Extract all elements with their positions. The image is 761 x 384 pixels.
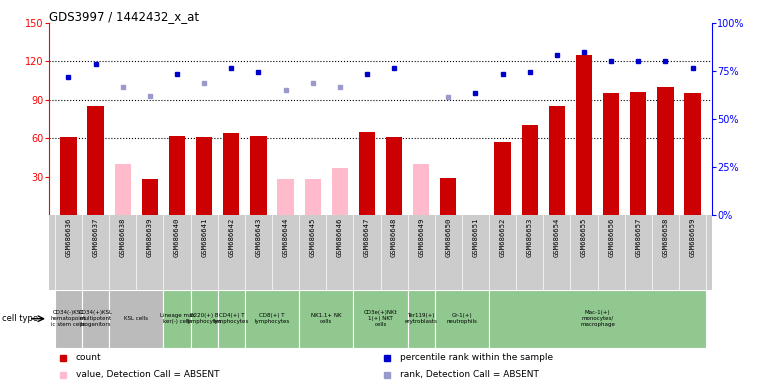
Bar (576, 55, 592, 215)
Text: CD4(+) T
lymphocytes: CD4(+) T lymphocytes (214, 313, 249, 324)
Bar (408, 290, 435, 348)
Bar (299, 290, 353, 348)
Bar (489, 290, 706, 348)
Bar (353, 290, 408, 348)
Text: GSM686647: GSM686647 (364, 217, 370, 257)
Text: GSM686649: GSM686649 (419, 217, 424, 257)
Text: GSM686658: GSM686658 (662, 217, 668, 257)
Text: Mac-1(+)
monocytes/
macrophage: Mac-1(+) monocytes/ macrophage (580, 310, 615, 328)
Bar (278, 179, 294, 215)
Bar (435, 290, 489, 348)
Bar (358, 132, 375, 215)
Bar (549, 106, 565, 215)
Text: GSM686656: GSM686656 (608, 217, 614, 257)
Text: GSM686659: GSM686659 (689, 217, 696, 257)
Bar (142, 179, 158, 215)
Bar (169, 136, 185, 215)
Bar (304, 179, 321, 215)
Text: count: count (76, 353, 101, 362)
Text: GSM686648: GSM686648 (391, 217, 397, 257)
Text: CD34(+)KSL
multipotent
progenitors: CD34(+)KSL multipotent progenitors (78, 310, 113, 328)
Text: Ter119(+)
erytroblasts: Ter119(+) erytroblasts (405, 313, 438, 324)
Text: Lineage mar
ker(-) cells: Lineage mar ker(-) cells (160, 313, 194, 324)
Text: GSM686655: GSM686655 (581, 217, 587, 257)
Bar (413, 164, 429, 215)
Text: GSM686651: GSM686651 (473, 217, 479, 257)
Bar (223, 133, 240, 215)
Text: GSM686650: GSM686650 (445, 217, 451, 257)
Text: GSM686637: GSM686637 (93, 217, 99, 257)
Bar (82, 290, 109, 348)
Bar (109, 290, 164, 348)
Bar (603, 93, 619, 215)
Text: GSM686642: GSM686642 (228, 217, 234, 257)
Bar (332, 168, 348, 215)
Text: GSM686654: GSM686654 (554, 217, 560, 257)
Text: GSM686636: GSM686636 (65, 217, 72, 257)
Bar (630, 92, 646, 215)
Text: B220(+) B
lymphocytes: B220(+) B lymphocytes (186, 313, 221, 324)
Text: rank, Detection Call = ABSENT: rank, Detection Call = ABSENT (400, 371, 540, 379)
Text: GDS3997 / 1442432_x_at: GDS3997 / 1442432_x_at (49, 10, 199, 23)
Bar (245, 290, 299, 348)
Bar (190, 290, 218, 348)
Text: GSM686638: GSM686638 (119, 217, 126, 257)
Text: GSM686643: GSM686643 (256, 217, 261, 257)
Bar (164, 290, 190, 348)
Bar (440, 178, 457, 215)
Text: GSM686646: GSM686646 (337, 217, 342, 257)
Text: cell type: cell type (2, 314, 37, 323)
Text: GSM686645: GSM686645 (310, 217, 316, 257)
Text: GSM686653: GSM686653 (527, 217, 533, 257)
Bar (60, 137, 77, 215)
Text: CD8(+) T
lymphocytes: CD8(+) T lymphocytes (254, 313, 290, 324)
Text: NK1.1+ NK
cells: NK1.1+ NK cells (311, 313, 342, 324)
Text: Gr-1(+)
neutrophils: Gr-1(+) neutrophils (447, 313, 477, 324)
Text: CD3e(+)NKt
1(+) NKT
cells: CD3e(+)NKt 1(+) NKT cells (364, 310, 397, 328)
Text: GSM686657: GSM686657 (635, 217, 642, 257)
Bar (55, 290, 82, 348)
Text: GSM686641: GSM686641 (201, 217, 207, 257)
Bar (521, 126, 538, 215)
Bar (250, 136, 266, 215)
Text: GSM686644: GSM686644 (282, 217, 288, 257)
Bar (658, 87, 673, 215)
Text: CD34(-)KSL
hematopoiet
ic stem cells: CD34(-)KSL hematopoiet ic stem cells (51, 310, 86, 328)
Text: GSM686639: GSM686639 (147, 217, 153, 257)
Bar (218, 290, 245, 348)
Text: GSM686640: GSM686640 (174, 217, 180, 257)
Bar (386, 137, 403, 215)
Text: value, Detection Call = ABSENT: value, Detection Call = ABSENT (76, 371, 219, 379)
Bar (196, 137, 212, 215)
Bar (88, 106, 103, 215)
Text: KSL cells: KSL cells (124, 316, 148, 321)
Bar (495, 142, 511, 215)
Bar (115, 164, 131, 215)
Bar (684, 93, 701, 215)
Text: percentile rank within the sample: percentile rank within the sample (400, 353, 553, 362)
Text: GSM686652: GSM686652 (500, 217, 505, 257)
